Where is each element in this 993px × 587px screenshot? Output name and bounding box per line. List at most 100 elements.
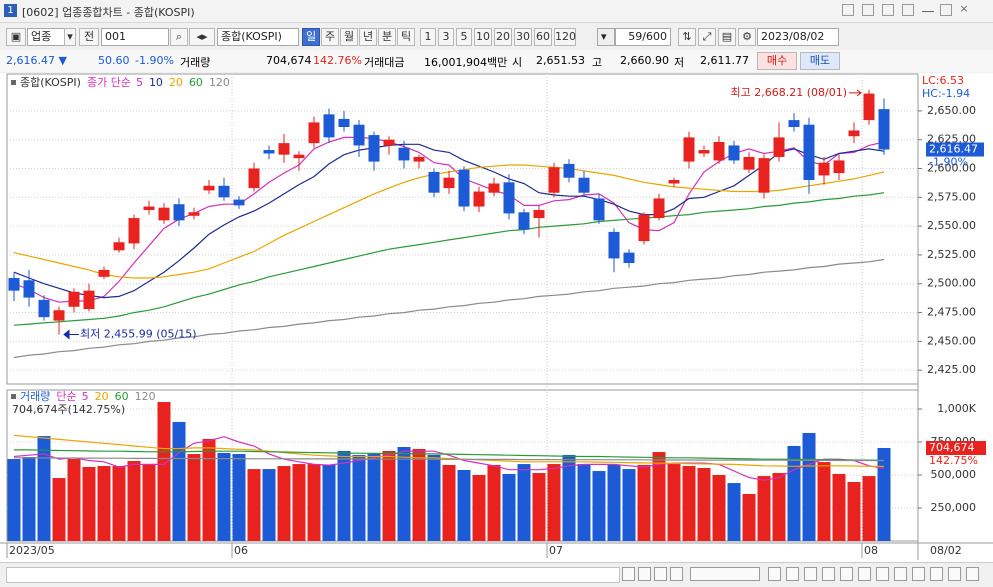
y-tick-label: 2,475.00 — [927, 306, 976, 319]
volume-bar — [37, 436, 51, 541]
volume-bar — [652, 452, 666, 541]
tool-button[interactable] — [840, 567, 853, 581]
tool-button[interactable] — [786, 567, 799, 581]
volume-bar — [682, 466, 696, 541]
candle-body — [428, 171, 440, 193]
nav-button[interactable] — [638, 567, 651, 581]
period-button[interactable]: 월 — [340, 28, 358, 46]
candle-body — [158, 207, 170, 221]
tool-button[interactable] — [894, 567, 907, 581]
sell-button[interactable]: 매도 — [800, 52, 840, 70]
candle-body — [353, 124, 365, 146]
candle-body — [263, 150, 275, 154]
tool-button[interactable] — [804, 567, 817, 581]
zoom-slider[interactable] — [690, 567, 760, 581]
volume-bar — [547, 464, 561, 541]
period-button[interactable]: 틱 — [397, 28, 415, 46]
candle-body — [398, 147, 410, 161]
candle-body — [773, 137, 785, 157]
period-button[interactable]: 년 — [359, 28, 377, 46]
last-price-label: 2,616.47 — [929, 143, 978, 156]
tool-button[interactable]: ⤢ — [698, 28, 716, 46]
last-volume-label: 704,674 — [929, 441, 975, 454]
search-button[interactable]: ⌕ — [170, 28, 188, 46]
volume-label: 거래량 — [180, 56, 211, 69]
interval-button[interactable]: 60 — [534, 28, 552, 46]
y-tick-label: 250,000 — [931, 501, 977, 514]
candle-body — [518, 212, 530, 230]
nav-button[interactable] — [670, 567, 683, 581]
maximize[interactable] — [940, 4, 952, 16]
period-button[interactable]: 분 — [378, 28, 396, 46]
volume-info: 704,674주(142.75%) — [12, 403, 125, 416]
nav-button[interactable] — [654, 567, 667, 581]
dropdown[interactable]: ▾ — [64, 28, 76, 46]
candle-body — [863, 93, 875, 121]
volume-bar — [427, 454, 441, 541]
candle-body — [713, 141, 725, 161]
candle-body — [668, 180, 680, 184]
tool-button[interactable] — [876, 567, 889, 581]
volume-bar — [577, 464, 591, 541]
save-button[interactable]: ▤ — [718, 28, 736, 46]
tool-button[interactable] — [912, 567, 925, 581]
scrollbar[interactable] — [6, 567, 620, 583]
volume-bar — [262, 469, 276, 541]
legend-text: 120 — [135, 390, 156, 403]
interval-button[interactable]: 30 — [514, 28, 532, 46]
volume-bar — [847, 481, 861, 541]
interval-button[interactable]: 10 — [474, 28, 492, 46]
date-field[interactable]: 2023/08/02 — [757, 28, 839, 46]
change: 50.60 — [98, 54, 130, 67]
market-select[interactable]: 업종 — [27, 28, 75, 46]
tool-button[interactable] — [930, 567, 943, 581]
interval-button[interactable]: 1 — [420, 28, 436, 46]
interval-button[interactable]: 20 — [494, 28, 512, 46]
candle-body — [368, 135, 380, 162]
volume-bar — [307, 464, 321, 541]
all-button[interactable]: 전 — [79, 28, 99, 46]
hc-label: HC:-1.94 — [922, 87, 970, 100]
window-button[interactable] — [902, 4, 914, 16]
candle-body — [638, 214, 650, 242]
interval-button[interactable]: 120 — [554, 28, 576, 46]
interval-button[interactable]: 5 — [456, 28, 472, 46]
tool-button[interactable] — [858, 567, 871, 581]
window-button[interactable] — [862, 4, 874, 16]
y-tick-label: 1,000K — [937, 402, 976, 415]
tool-button[interactable] — [768, 567, 781, 581]
candle-body — [728, 145, 740, 161]
code-input[interactable]: 001 — [101, 28, 169, 46]
high-arrow — [849, 89, 862, 97]
y-tick-label: 2,450.00 — [927, 334, 976, 347]
period-button[interactable]: 일 — [302, 28, 320, 46]
candle-body — [503, 182, 515, 214]
tool-button[interactable] — [948, 567, 961, 581]
window-button[interactable] — [842, 4, 854, 16]
legend-text: 10 — [149, 76, 163, 89]
icon-button[interactable]: ▣ — [6, 28, 26, 46]
tool-button[interactable] — [822, 567, 835, 581]
ma-line — [13, 258, 885, 359]
tool-button[interactable] — [966, 567, 979, 581]
volume-bar — [97, 466, 111, 541]
buy-button[interactable]: 매수 — [757, 52, 797, 70]
volume-bar — [532, 473, 546, 541]
window-button[interactable] — [882, 4, 894, 16]
close[interactable]: × — [959, 2, 969, 15]
dropdown[interactable]: ▾ — [597, 28, 615, 46]
candle-body — [143, 206, 155, 210]
minimize[interactable] — [922, 4, 934, 12]
settings-button[interactable]: ⚙ — [738, 28, 756, 46]
sound-button[interactable]: ◂▸ — [189, 28, 215, 46]
nav-button[interactable] — [622, 567, 635, 581]
tool-button[interactable]: ⇅ — [678, 28, 696, 46]
candle-body — [38, 299, 50, 318]
interval-button[interactable]: 3 — [438, 28, 454, 46]
period-button[interactable]: 주 — [321, 28, 339, 46]
volume-bar — [322, 464, 336, 541]
count-field[interactable]: 59/600 — [615, 28, 671, 46]
count-max: /600 — [642, 30, 667, 43]
candle-body — [653, 198, 665, 219]
volume-bar — [817, 462, 831, 541]
